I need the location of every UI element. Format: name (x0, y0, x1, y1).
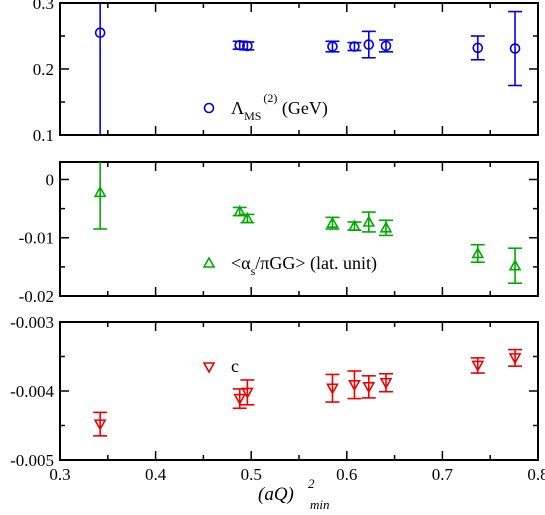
data-point (362, 382, 376, 394)
y-tick-label: 0.1 (33, 126, 54, 145)
data-point (242, 40, 253, 52)
data-point (508, 353, 522, 365)
data-point (327, 41, 338, 52)
data-point (508, 259, 522, 271)
legend: <αs/πGG> (lat. unit) (202, 253, 377, 278)
x-axis-title: (aQ) 2 min (258, 476, 330, 512)
legend-main: <α (231, 253, 251, 273)
data-point (379, 377, 393, 390)
series-middle (93, 162, 523, 284)
data-point (379, 221, 393, 233)
legend-sub: s (251, 264, 256, 278)
legend-sub: MS (244, 109, 261, 123)
y-tick-label: -0.01 (19, 229, 54, 248)
legend-label: <αs/πGG> (lat. unit) (231, 253, 377, 278)
legend: ΛMS(2) (GeV) (203, 91, 328, 123)
legend-label: c (231, 356, 239, 376)
legend-main: Λ (231, 98, 244, 118)
y-tick-label: -0.02 (19, 287, 54, 306)
x-axis-title-sub: min (310, 497, 330, 512)
y-tick-label: 0 (46, 170, 55, 189)
legend-label: ΛMS(2) (GeV) (231, 91, 328, 123)
y-tick-label: -0.004 (10, 382, 54, 401)
legend-marker (202, 256, 216, 268)
data-point (348, 219, 361, 231)
data-point (93, 185, 107, 198)
y-tick-label: 0.3 (33, 0, 54, 13)
data-point (471, 246, 485, 259)
data-point (471, 360, 485, 373)
y-tick-label: -0.003 (10, 313, 54, 332)
data-point (94, 27, 106, 39)
data-point (326, 216, 339, 228)
data-point (93, 419, 107, 431)
panel-top: 0.1 0.2 0.3 ΛMS(2) (GeV) (33, 0, 539, 145)
legend: c (202, 356, 239, 376)
data-point (241, 211, 254, 224)
legend-marker (202, 362, 216, 374)
data-point (509, 43, 521, 54)
y-tick-label: -0.005 (10, 451, 54, 470)
x-axis-title-sup: 2 (308, 476, 315, 491)
data-point (234, 39, 246, 51)
series-top (94, 3, 523, 135)
legend-tail: (GeV) (277, 98, 327, 119)
data-point (233, 393, 247, 406)
data-point (348, 379, 361, 392)
plot-frame (59, 321, 539, 461)
legend-tail: /πGG> (lat. unit) (255, 253, 377, 274)
y-tick-label: 0.2 (33, 60, 54, 79)
data-point (349, 41, 360, 52)
x-tick-label: 0.6 (336, 465, 357, 484)
x-tick-label: 0.3 (49, 465, 70, 484)
data-point (326, 383, 339, 395)
x-tick-label: 0.5 (241, 465, 262, 484)
data-point (362, 215, 376, 227)
panel-bottom: -0.005 -0.004 -0.003 0.3 0.4 0.5 0.6 0.7 0.8 c (10, 313, 545, 484)
x-tick-label: 0.7 (432, 465, 454, 484)
legend-marker (203, 102, 215, 114)
series-bottom (93, 348, 523, 437)
x-axis-title-main: (aQ) (258, 484, 294, 505)
panel-middle: -0.02 -0.01 0 <αs/πGG> (lat. unit) (19, 161, 539, 306)
data-point (472, 42, 484, 54)
data-point (233, 204, 247, 217)
x-tick-label: 0.4 (145, 465, 167, 484)
data-point (380, 40, 392, 52)
x-tick-label: 0.8 (527, 465, 545, 484)
legend-main: c (231, 356, 239, 376)
data-point (363, 39, 375, 50)
data-point (241, 387, 254, 400)
legend-sup: (2) (263, 91, 277, 105)
plot-frame (59, 161, 539, 297)
